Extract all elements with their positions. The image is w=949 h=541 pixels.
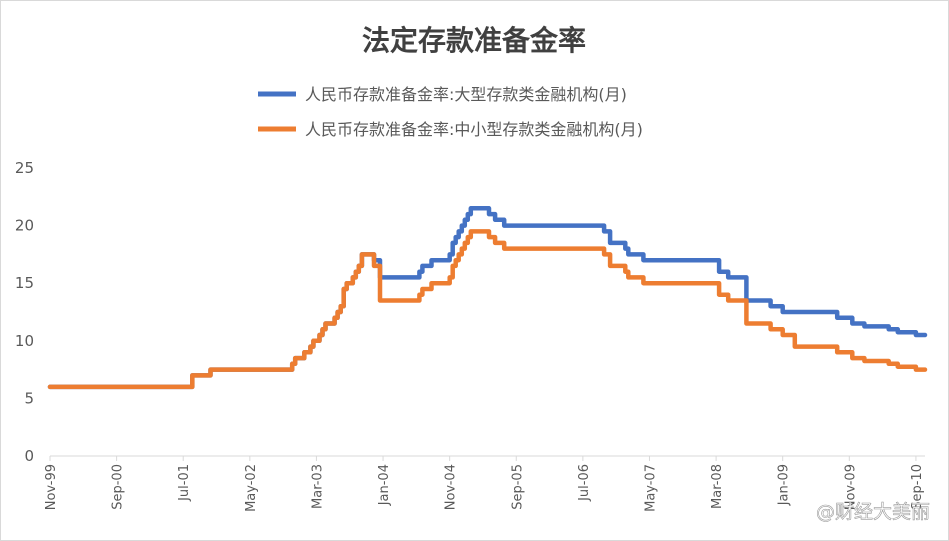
x-tick-label: May-07: [643, 464, 658, 512]
series-layer: [47, 206, 928, 390]
x-tick-label: Sep-10: [910, 464, 925, 510]
series-line-2: [47, 229, 928, 390]
x-tick-label: Jan-09: [777, 464, 792, 506]
x-axis: Nov-99 Sep-00 Jul-01 May-02 Mar-03 Jan-04 Nov-…: [44, 455, 925, 512]
chart-title: 法定存款准备金率: [362, 24, 586, 57]
watermark-layer: @财经大美丽: [816, 501, 931, 524]
x-tick-label: Sep-05: [510, 464, 525, 510]
legend: 人民币存款准备金率:大型存款类金融机构(月) 人民币存款准备金率:中小型存款类金融…: [258, 85, 643, 139]
y-tick-label: 20: [15, 217, 34, 235]
y-tick-label: 5: [24, 389, 34, 407]
legend-label-1: 人民币存款准备金率:大型存款类金融机构(月): [305, 85, 627, 104]
x-tick-label: Mar-08: [710, 464, 725, 509]
x-tick-label: Mar-03: [310, 464, 325, 509]
x-tick-label: Nov-99: [44, 464, 59, 510]
watermark-text: @财经大美丽: [816, 501, 930, 523]
x-tick-label: Nov-04: [444, 464, 459, 510]
y-tick-label: 15: [15, 274, 34, 292]
y-tick-label: 10: [15, 332, 34, 350]
y-axis: 0 5 10 15 20 25: [15, 159, 34, 465]
x-tick-label: May-02: [244, 464, 259, 512]
x-tick-label: Jul-06: [577, 464, 592, 502]
legend-label-2: 人民币存款准备金率:中小型存款类金融机构(月): [305, 120, 643, 139]
x-tick-label: Jan-04: [377, 464, 392, 506]
x-tick-label: Jul-01: [177, 464, 192, 502]
x-tick-label: Sep-00: [111, 464, 126, 510]
y-tick-label: 0: [24, 447, 34, 465]
x-tick-label: Nov-09: [843, 464, 858, 510]
y-tick-label: 25: [15, 159, 34, 177]
